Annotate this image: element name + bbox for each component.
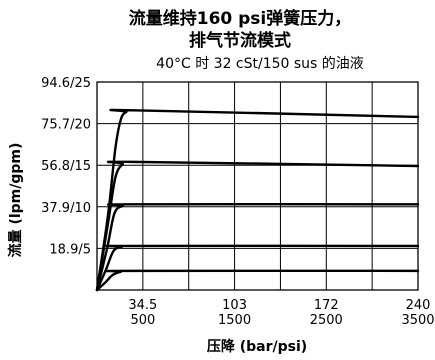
y-tick-label-3: 75.7/20 xyxy=(41,118,91,133)
y-axis-label: 流量 (lpm/gpm) xyxy=(7,143,24,258)
series-line-3 xyxy=(95,202,420,292)
chart-subtitle: 40°C 时 32 cSt/150 sus 的油液 xyxy=(156,56,364,72)
x-tick-label-psi-1: 1500 xyxy=(218,313,251,328)
plot-frame xyxy=(96,81,419,291)
x-tick-label-psi-2: 2500 xyxy=(310,313,343,328)
series-lines xyxy=(95,108,420,292)
x-tick-label-bar-2: 172 xyxy=(314,298,339,313)
x-tick-label-bar-0: 34.5 xyxy=(128,298,157,313)
y-tick-label-0: 18.9/5 xyxy=(49,242,91,257)
x-tick-label-bar-1: 103 xyxy=(222,298,247,313)
chart-title-line-1: 流量维持160 psi弹簧压力， xyxy=(129,8,352,29)
y-tick-label-1: 37.9/10 xyxy=(41,201,91,216)
chart-title-line-2: 排气节流模式 xyxy=(189,30,291,51)
series-line-1 xyxy=(95,108,420,292)
x-tick-label-psi-3: 3500 xyxy=(401,313,434,328)
y-tick-label-4: 94.6/25 xyxy=(41,76,91,91)
x-tick-label-psi-0: 500 xyxy=(130,313,155,328)
series-line-2 xyxy=(95,160,420,292)
series-line-4 xyxy=(95,244,420,292)
x-tick-label-bar-3: 240 xyxy=(406,298,431,313)
y-tick-labels: 18.9/5 37.9/10 56.8/15 75.7/20 94.6/25 xyxy=(41,76,91,257)
x-axis-label: 压降 (bar/psi) xyxy=(207,338,307,355)
y-tick-label-2: 56.8/15 xyxy=(41,159,91,174)
series-line-5 xyxy=(95,269,420,292)
